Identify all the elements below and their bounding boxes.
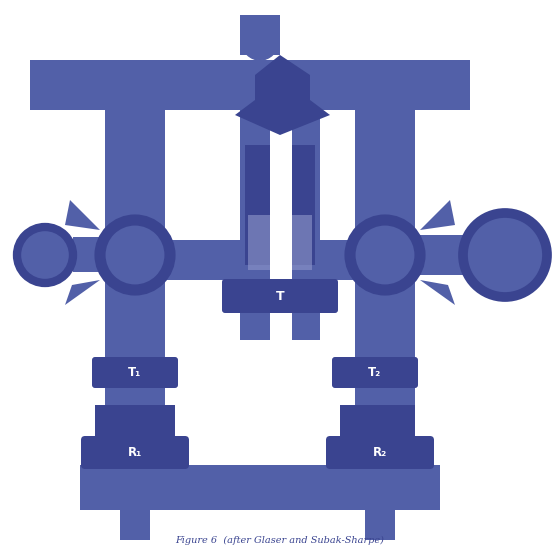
- Text: R₂: R₂: [373, 446, 387, 460]
- FancyBboxPatch shape: [92, 357, 178, 388]
- Bar: [340, 405, 420, 440]
- Polygon shape: [65, 160, 105, 220]
- Polygon shape: [65, 290, 105, 345]
- Polygon shape: [420, 200, 455, 230]
- Bar: [315, 240, 395, 280]
- Bar: [415, 235, 470, 275]
- Polygon shape: [420, 280, 455, 305]
- Polygon shape: [415, 290, 455, 345]
- Bar: [73, 237, 108, 272]
- Circle shape: [100, 220, 170, 290]
- Text: R₁: R₁: [128, 446, 142, 460]
- Bar: [365, 505, 395, 540]
- Polygon shape: [65, 280, 100, 305]
- Bar: [240, 110, 270, 340]
- Bar: [165, 240, 245, 280]
- Bar: [248, 215, 312, 270]
- Text: T₁: T₁: [128, 366, 142, 380]
- Polygon shape: [65, 200, 100, 230]
- Circle shape: [242, 24, 278, 60]
- Polygon shape: [235, 55, 330, 135]
- Text: T: T: [276, 289, 284, 302]
- Bar: [105, 60, 165, 430]
- Bar: [270, 110, 292, 340]
- Circle shape: [463, 213, 547, 297]
- Bar: [80, 465, 440, 510]
- Circle shape: [350, 220, 420, 290]
- Bar: [30, 60, 470, 110]
- Polygon shape: [415, 160, 455, 220]
- Bar: [365, 435, 405, 500]
- Bar: [355, 60, 415, 430]
- Text: T₂: T₂: [368, 366, 381, 380]
- FancyBboxPatch shape: [81, 436, 189, 469]
- FancyBboxPatch shape: [332, 357, 418, 388]
- Text: Figure 6  (after Glaser and Subak-Sharpe): Figure 6 (after Glaser and Subak-Sharpe): [176, 536, 384, 544]
- Bar: [120, 505, 150, 540]
- FancyBboxPatch shape: [326, 436, 434, 469]
- Circle shape: [17, 227, 73, 283]
- Bar: [245, 145, 315, 265]
- Bar: [115, 435, 155, 500]
- Bar: [415, 340, 560, 440]
- Bar: [290, 110, 320, 340]
- FancyBboxPatch shape: [222, 279, 338, 313]
- Bar: [415, 0, 560, 60]
- Bar: [95, 405, 175, 440]
- Bar: [240, 15, 280, 55]
